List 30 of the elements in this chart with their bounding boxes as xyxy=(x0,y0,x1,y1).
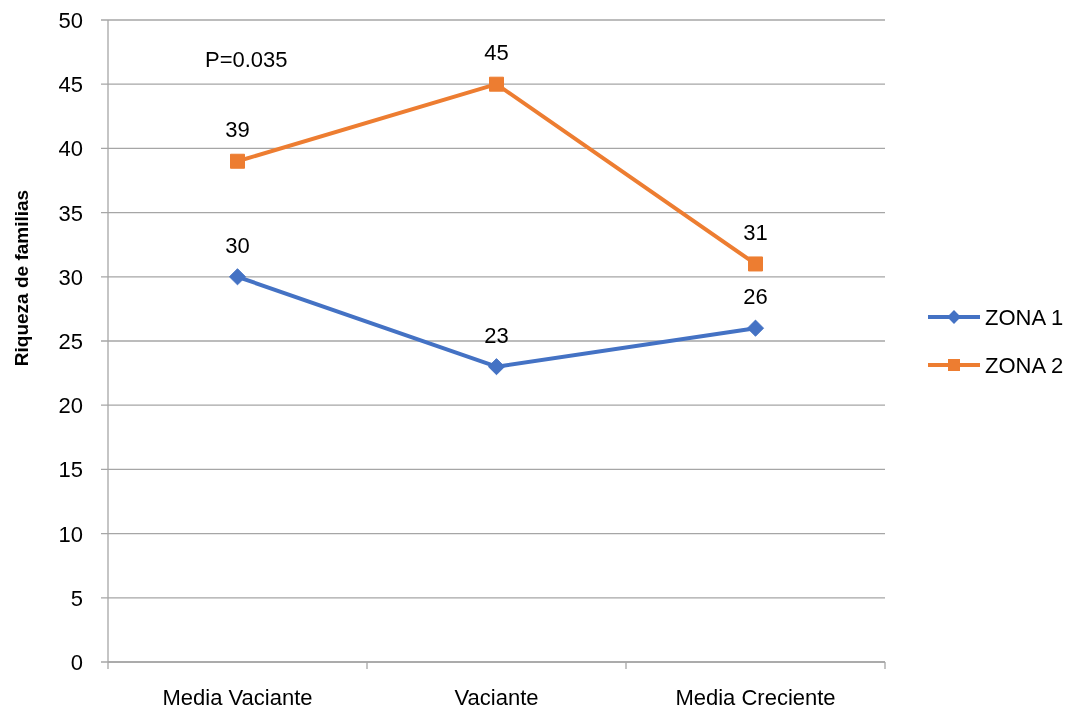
y-tick-label: 45 xyxy=(58,72,83,98)
y-tick-label: 0 xyxy=(70,650,83,675)
point xyxy=(746,319,765,337)
data-label: 30 xyxy=(225,232,250,258)
legend-label: ZONA 1 xyxy=(985,305,1064,330)
legend-label: ZONA 2 xyxy=(985,353,1064,378)
point xyxy=(748,256,763,272)
y-axis-title: Riqueza de familias xyxy=(11,189,32,367)
y-tick-label: 15 xyxy=(58,457,83,483)
data-label: 45 xyxy=(484,40,509,66)
x-tick-label: Media Vaciante xyxy=(162,685,313,710)
y-tick-label: 10 xyxy=(58,521,83,547)
data-label: 39 xyxy=(225,117,250,143)
y-tick-label: 25 xyxy=(58,329,83,354)
y-tick-label: 30 xyxy=(58,264,83,290)
data-label: 26 xyxy=(743,284,768,310)
y-tick-label: 50 xyxy=(58,8,83,33)
point xyxy=(487,358,506,376)
y-tick-label: 40 xyxy=(58,136,83,162)
data-label: 31 xyxy=(743,219,768,245)
x-tick-label: Media Creciente xyxy=(675,685,836,710)
x-tick-label: Vaciante xyxy=(454,685,539,710)
y-tick-label: 5 xyxy=(70,585,83,611)
y-tick-label: 20 xyxy=(58,393,83,419)
point xyxy=(230,153,245,169)
point xyxy=(228,268,247,286)
point xyxy=(489,76,504,92)
data-label: 23 xyxy=(484,322,509,348)
annotation: P=0.035 xyxy=(205,47,288,72)
y-tick-label: 35 xyxy=(58,200,83,226)
